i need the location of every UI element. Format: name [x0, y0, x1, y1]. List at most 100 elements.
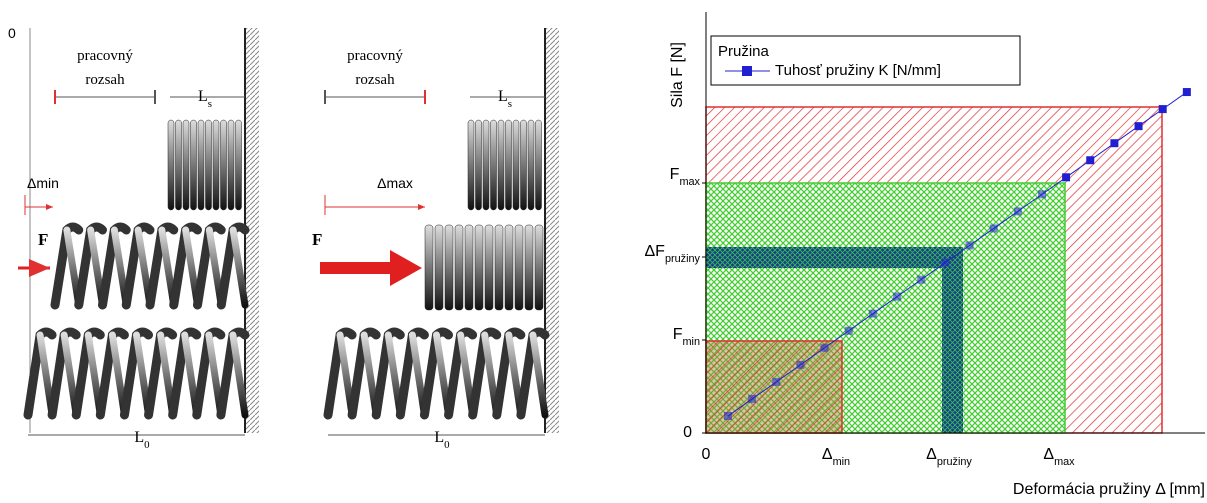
stiffness-line: [727, 91, 1188, 417]
stiffness-marker: [796, 360, 805, 369]
coil-solid: [497, 119, 505, 211]
stiffness-marker: [1037, 190, 1046, 199]
y-axis-title: Sila F [N]: [669, 42, 686, 108]
stiffness-marker: [1134, 122, 1143, 131]
coil-solid: [482, 119, 490, 211]
legend-entry: Tuhosť pružiny K [N/mm]: [775, 62, 941, 79]
label-main: L: [434, 429, 444, 446]
coil-front: [229, 331, 249, 419]
stiffness-marker: [772, 377, 781, 386]
stiffness-marker: [868, 309, 877, 318]
coil-solid: [424, 224, 434, 311]
label: Δpružiny: [926, 446, 972, 468]
label-main: L: [134, 429, 144, 446]
range-label: rozsah: [85, 72, 125, 88]
force-label: F: [38, 230, 48, 249]
stiffness-marker: [941, 258, 950, 267]
stiffness-marker: [1086, 156, 1095, 165]
coil-solid: [467, 119, 475, 211]
spring-diagram: 0pracovnýrozsahLsΔminFL0pracovnýrozsahLs…: [8, 25, 559, 451]
delta-label: Δmax: [377, 175, 413, 191]
stiffness-marker: [1182, 88, 1191, 97]
zero-label: 0: [8, 25, 16, 41]
coil-solid: [520, 119, 527, 211]
label-main: F: [673, 326, 683, 343]
stiffness-marker: [1062, 173, 1071, 182]
label: Δmax: [1043, 446, 1075, 468]
wall: [245, 28, 259, 433]
label-main: 0: [683, 424, 692, 441]
stiffness-marker: [748, 394, 757, 403]
delta-label: Δmin: [27, 175, 59, 191]
force-arrow: [320, 250, 422, 286]
label: Ls: [498, 88, 512, 110]
coil-solid: [527, 119, 535, 211]
coil-solid: [512, 119, 520, 211]
coil-front: [529, 331, 549, 419]
coil-solid: [444, 224, 454, 311]
stiffness-marker: [844, 326, 853, 335]
label: Fmax: [670, 166, 701, 188]
x-axis-title: Deformácia pružiny Δ [mm]: [1013, 481, 1205, 498]
coil-solid: [212, 119, 220, 211]
coil-solid: [227, 119, 235, 211]
stiffness-marker: [820, 343, 829, 352]
coil-solid: [494, 224, 504, 311]
coil-solid: [205, 119, 212, 211]
stiffness-marker: [1110, 139, 1119, 148]
label: Ls: [198, 88, 212, 110]
coil-solid: [220, 119, 227, 211]
coil-solid: [464, 224, 474, 311]
label: L0: [134, 429, 150, 451]
coil-solid: [534, 224, 544, 311]
coil-solid: [535, 119, 542, 211]
label-main: F: [670, 166, 680, 183]
label-sub: s: [508, 98, 512, 110]
force-label: F: [312, 230, 322, 249]
coil-solid: [524, 224, 534, 311]
label-main: ΔF: [644, 243, 665, 260]
label: 0: [683, 424, 692, 441]
label: ΔFpružiny: [644, 243, 700, 265]
range-label: pracovný: [77, 48, 133, 64]
label-sub: max: [679, 176, 700, 188]
wall: [545, 28, 559, 433]
coil-solid: [475, 119, 482, 211]
coil-solid: [484, 224, 494, 311]
range-label: rozsah: [355, 72, 395, 88]
label: L0: [434, 429, 450, 451]
coil-solid: [197, 119, 205, 211]
coil-solid: [504, 224, 514, 311]
coil-front: [229, 226, 249, 309]
label-sub: 0: [444, 439, 450, 451]
stiffness-marker: [893, 292, 902, 301]
coil-solid: [167, 119, 175, 211]
label-main: L: [198, 88, 208, 105]
coil-solid: [514, 224, 524, 311]
stiffness-marker: [917, 275, 926, 284]
label-sub: min: [833, 456, 851, 468]
stiffness-marker: [989, 224, 998, 233]
label-sub: pružiny: [665, 253, 701, 265]
label: 0: [702, 446, 711, 463]
coil-solid: [182, 119, 190, 211]
coil-solid: [474, 224, 484, 311]
coil-solid: [490, 119, 497, 211]
stiffness-marker: [724, 412, 732, 420]
label-sub: pružiny: [937, 456, 973, 468]
chart: Pružina Tuhosť pružiny K [N/mm] Sila F […: [644, 12, 1205, 498]
coil-solid: [505, 119, 512, 211]
stiffness-marker: [965, 241, 974, 250]
stiffness-marker: [1158, 105, 1167, 114]
label-sub: 0: [144, 439, 150, 451]
label-main: L: [498, 88, 508, 105]
coil-solid: [175, 119, 182, 211]
label-main: Δ: [822, 446, 833, 463]
label-sub: max: [1054, 456, 1075, 468]
coil-solid: [454, 224, 464, 311]
legend-title: Pružina: [718, 43, 770, 60]
coil-solid: [434, 224, 444, 311]
label: Fmin: [673, 326, 700, 348]
